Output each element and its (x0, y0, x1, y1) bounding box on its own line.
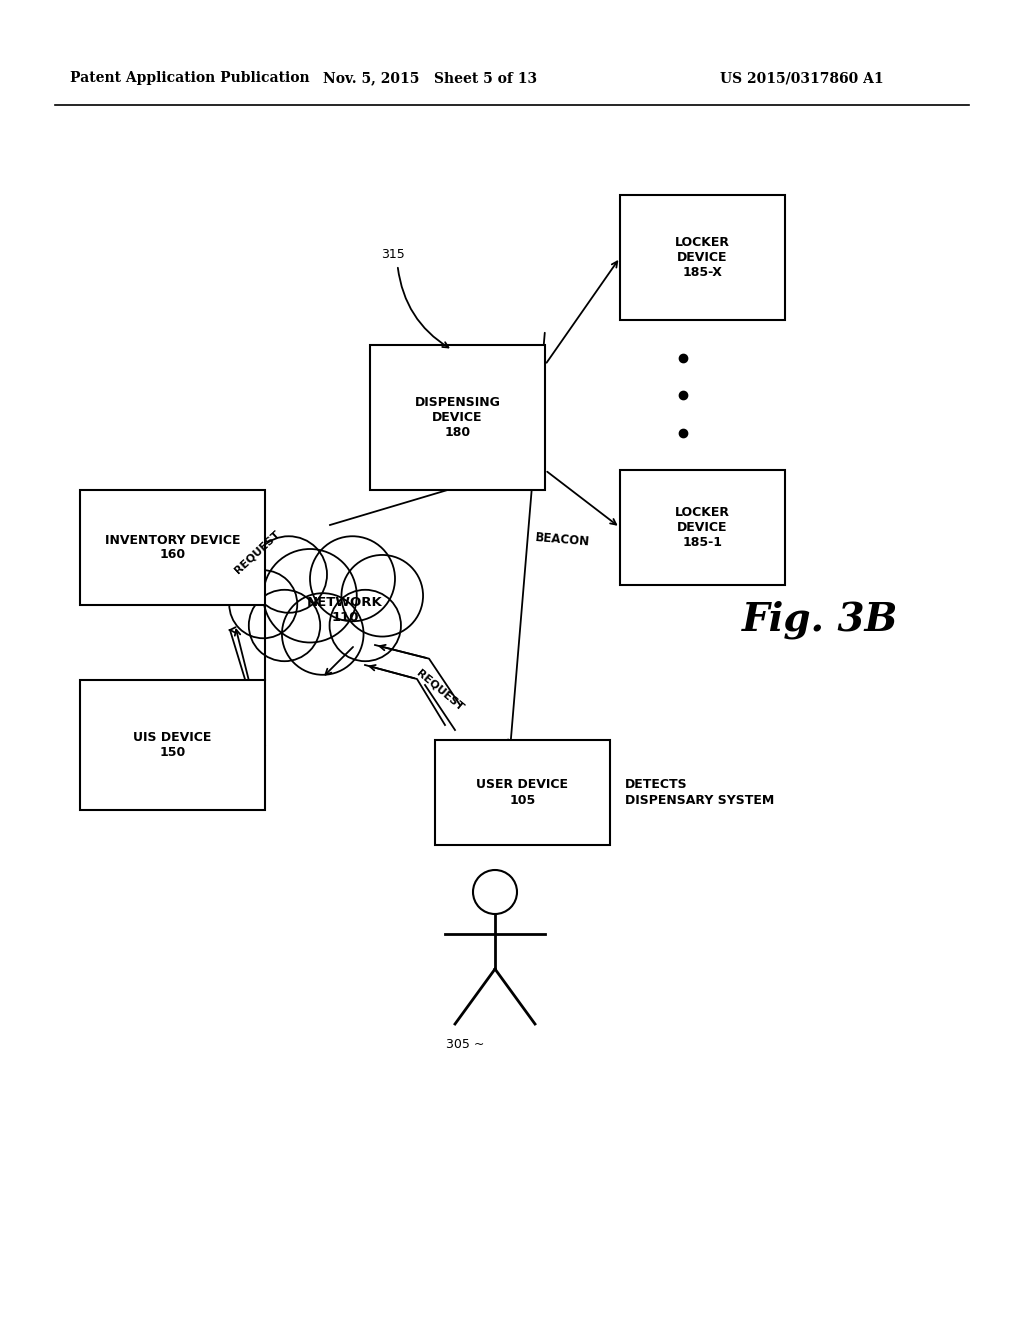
Bar (620, 195, 785, 319)
Circle shape (249, 590, 321, 661)
Bar (80, 490, 265, 605)
Circle shape (282, 593, 364, 675)
Text: Patent Application Publication: Patent Application Publication (70, 71, 309, 84)
Text: BEACON: BEACON (535, 531, 591, 549)
Circle shape (341, 554, 423, 636)
Text: REQUEST: REQUEST (232, 528, 282, 576)
Text: NETWORK
110: NETWORK 110 (307, 597, 383, 624)
Bar (435, 741, 610, 845)
Text: USER DEVICE
105: USER DEVICE 105 (476, 779, 568, 807)
Text: Nov. 5, 2015   Sheet 5 of 13: Nov. 5, 2015 Sheet 5 of 13 (323, 71, 537, 84)
Text: DETECTS
DISPENSARY SYSTEM: DETECTS DISPENSARY SYSTEM (625, 779, 774, 807)
Text: 315: 315 (381, 248, 404, 261)
Circle shape (229, 570, 297, 639)
Text: INVENTORY DEVICE
160: INVENTORY DEVICE 160 (104, 533, 241, 561)
Text: Fig. 3B: Fig. 3B (741, 601, 898, 639)
Circle shape (251, 536, 327, 612)
Text: LOCKER
DEVICE
185-X: LOCKER DEVICE 185-X (675, 236, 730, 279)
Bar (370, 345, 545, 490)
Bar (80, 680, 265, 810)
Circle shape (263, 549, 356, 643)
Circle shape (330, 590, 401, 661)
Text: LOCKER
DEVICE
185-1: LOCKER DEVICE 185-1 (675, 506, 730, 549)
Text: DISPENSING
DEVICE
180: DISPENSING DEVICE 180 (415, 396, 501, 440)
Circle shape (310, 536, 395, 622)
Bar (620, 470, 785, 585)
Text: REQUEST: REQUEST (415, 668, 466, 713)
Text: US 2015/0317860 A1: US 2015/0317860 A1 (720, 71, 884, 84)
Text: 305 ~: 305 ~ (445, 1038, 484, 1051)
Text: UIS DEVICE
150: UIS DEVICE 150 (133, 731, 212, 759)
